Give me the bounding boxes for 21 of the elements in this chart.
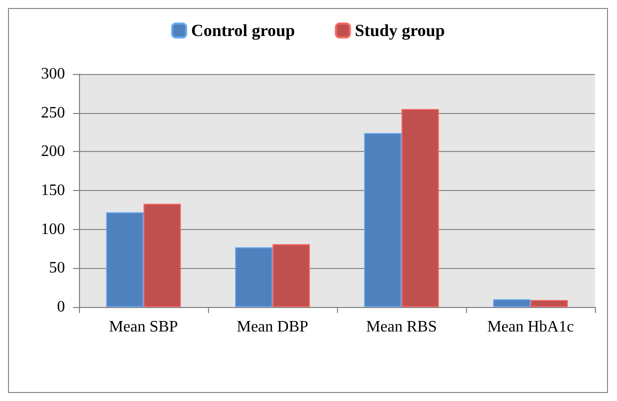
- y-tick-label: 300: [41, 66, 65, 82]
- x-tick-label: Mean RBS: [366, 318, 437, 336]
- bar: [402, 108, 439, 307]
- y-tick-label: 250: [41, 104, 65, 122]
- y-tick-label: 100: [41, 220, 65, 238]
- bar: [106, 212, 144, 307]
- legend-label: Control group: [191, 21, 295, 40]
- x-tick-label: Mean SBP: [109, 318, 178, 336]
- legend-label: Study group: [354, 21, 445, 40]
- y-tick-label: 200: [41, 143, 65, 160]
- y-tick-label: 0: [57, 298, 65, 316]
- bar: [530, 300, 568, 307]
- bar: [272, 244, 310, 307]
- y-tick-label: 150: [41, 182, 65, 199]
- bar: [144, 204, 181, 307]
- bar: [235, 247, 272, 307]
- bar: [364, 133, 402, 307]
- y-tick-label: 50: [49, 260, 65, 277]
- x-tick-label: Mean HbA1c: [487, 318, 574, 336]
- x-tick-label: Mean DBP: [236, 318, 308, 336]
- bar: [493, 299, 530, 307]
